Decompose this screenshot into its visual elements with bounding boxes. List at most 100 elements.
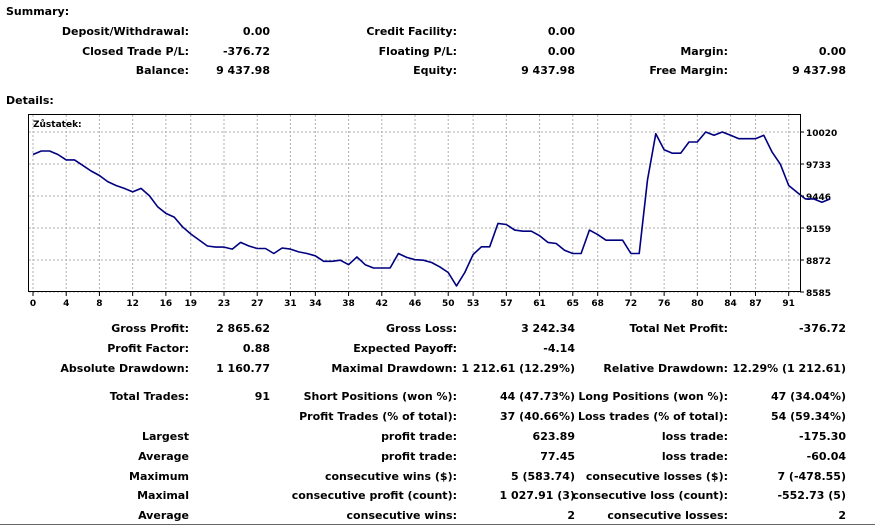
stat-label: Gross Loss: bbox=[386, 322, 457, 335]
stat-value: 12.29% (1 212.61) bbox=[732, 362, 846, 375]
trade-value: 37 (40.66%) bbox=[499, 410, 575, 423]
summary-value: 9 437.98 bbox=[216, 64, 270, 77]
summary-value: -376.72 bbox=[222, 45, 270, 58]
chart-x-tick-label: 91 bbox=[782, 299, 795, 309]
trade-label: consecutive wins: bbox=[346, 509, 457, 522]
summary-value: 0.00 bbox=[547, 25, 575, 38]
stat-label: Absolute Drawdown: bbox=[60, 362, 189, 375]
chart-x-tick-label: 19 bbox=[185, 299, 198, 309]
chart-x-tick-label: 57 bbox=[500, 299, 513, 309]
trade-label: Short Positions (won %): bbox=[303, 390, 457, 403]
summary-label: Free Margin: bbox=[649, 64, 728, 77]
trade-value: 623.89 bbox=[532, 430, 575, 443]
chart-x-tick-label: 80 bbox=[691, 299, 704, 309]
trade-value: -60.04 bbox=[806, 450, 846, 463]
trade-label: consecutive losses: bbox=[607, 509, 728, 522]
summary-label: Floating P/L: bbox=[378, 45, 457, 58]
trade-label: loss trade: bbox=[661, 430, 728, 443]
trade-value: 54 (59.34%) bbox=[770, 410, 846, 423]
trade-label: consecutive loss (count): bbox=[572, 489, 728, 502]
chart-x-tick-label: 12 bbox=[126, 299, 139, 309]
trade-value: 47 (34.04%) bbox=[770, 390, 846, 403]
trade-label: loss trade: bbox=[661, 450, 728, 463]
summary-value: 9 437.98 bbox=[792, 64, 846, 77]
summary-value: 0.00 bbox=[547, 45, 575, 58]
stat-value: 3 242.34 bbox=[521, 322, 575, 335]
chart-x-tick-label: 38 bbox=[342, 299, 355, 309]
stat-label: Total Net Profit: bbox=[629, 322, 729, 335]
chart-x-tick-label: 4 bbox=[63, 299, 69, 309]
trade-label: Average bbox=[138, 509, 189, 522]
trade-label: Long Positions (won %): bbox=[578, 390, 728, 403]
chart-x-tick-label: 68 bbox=[591, 299, 604, 309]
chart-x-tick-label: 76 bbox=[658, 299, 671, 309]
summary-title: Summary: bbox=[6, 5, 70, 18]
chart-x-tick-label: 23 bbox=[218, 299, 231, 309]
stat-value: -376.72 bbox=[798, 322, 846, 335]
trade-value: 44 (47.73%) bbox=[499, 390, 575, 403]
trade-label: profit trade: bbox=[381, 450, 457, 463]
chart-x-tick-label: 0 bbox=[30, 299, 36, 309]
trade-value: 2 bbox=[838, 509, 846, 522]
chart-frame bbox=[28, 114, 801, 292]
stat-value: 2 865.62 bbox=[216, 322, 270, 335]
stat-value: 1 212.61 (12.29%) bbox=[461, 362, 575, 375]
trade-value: 1 027.91 (3) bbox=[499, 489, 575, 502]
chart-y-tick-label: 9446 bbox=[806, 193, 831, 203]
chart-x-tick-label: 42 bbox=[376, 299, 389, 309]
chart-x-tick-label: 61 bbox=[533, 299, 546, 309]
trade-label: consecutive profit (count): bbox=[291, 489, 457, 502]
trade-label: Largest bbox=[142, 430, 189, 443]
stat-value: -4.14 bbox=[543, 342, 575, 355]
trade-label: Average bbox=[138, 450, 189, 463]
balance-chart-svg: 10020 9733 9446 9159 8872 8585 0 4 8 12 16 19 23 27 31… bbox=[28, 114, 837, 309]
summary-value: 0.00 bbox=[242, 25, 270, 38]
summary-label: Balance: bbox=[135, 64, 189, 77]
trade-label: Profit Trades (% of total): bbox=[299, 410, 457, 423]
summary-label: Deposit/Withdrawal: bbox=[61, 25, 189, 38]
trade-label: Loss trades (% of total): bbox=[577, 410, 728, 423]
chart-x-tick-label: 50 bbox=[442, 299, 455, 309]
chart-x-tick-label: 65 bbox=[567, 299, 580, 309]
bottom-divider bbox=[0, 524, 875, 525]
trade-label: Maximal bbox=[137, 489, 189, 502]
chart-x-tick-label: 16 bbox=[160, 299, 173, 309]
trade-value: 2 bbox=[567, 509, 575, 522]
summary-label: Margin: bbox=[680, 45, 728, 58]
trade-value: 91 bbox=[254, 390, 270, 403]
trade-value: 5 (583.74) bbox=[511, 470, 575, 483]
chart-y-tick-label: 8872 bbox=[806, 257, 831, 267]
chart-x-tick-label: 84 bbox=[724, 299, 737, 309]
chart-series-label: Zůstatek: bbox=[33, 119, 82, 130]
summary-label: Closed Trade P/L: bbox=[82, 45, 189, 58]
trade-value: 77.45 bbox=[540, 450, 575, 463]
chart-x-tick-label: 72 bbox=[625, 299, 638, 309]
chart-y-tick-label: 9733 bbox=[806, 161, 831, 171]
stat-label: Maximal Drawdown: bbox=[331, 362, 457, 375]
chart-balance-line bbox=[32, 131, 831, 287]
trade-label: Maximum bbox=[129, 470, 189, 483]
summary-value: 9 437.98 bbox=[521, 64, 575, 77]
chart-y-tick-label: 8585 bbox=[806, 289, 831, 299]
stat-label: Expected Payoff: bbox=[353, 342, 457, 355]
stat-value: 1 160.77 bbox=[216, 362, 270, 375]
chart-x-tick-label: 46 bbox=[409, 299, 422, 309]
chart-y-tick-label: 10020 bbox=[806, 129, 837, 139]
trade-value: 7 (-478.55) bbox=[777, 470, 846, 483]
trade-value: -175.30 bbox=[798, 430, 846, 443]
chart-x-tick-label: 8 bbox=[96, 299, 102, 309]
trade-value: -552.73 (5) bbox=[777, 489, 846, 502]
stat-value: 0.88 bbox=[242, 342, 270, 355]
chart-x-tick-label: 31 bbox=[284, 299, 297, 309]
stat-label: Profit Factor: bbox=[107, 342, 189, 355]
trade-label: profit trade: bbox=[381, 430, 457, 443]
chart-y-tick-label: 9159 bbox=[806, 225, 831, 235]
summary-label: Equity: bbox=[413, 64, 457, 77]
chart-x-tick-label: 27 bbox=[251, 299, 264, 309]
chart-x-tick-label: 34 bbox=[309, 299, 322, 309]
trade-label: consecutive wins ($): bbox=[324, 470, 457, 483]
chart-x-tick-label: 53 bbox=[467, 299, 480, 309]
chart-x-tick-label: 87 bbox=[749, 299, 762, 309]
summary-value: 0.00 bbox=[818, 45, 846, 58]
summary-label: Credit Facility: bbox=[366, 25, 457, 38]
